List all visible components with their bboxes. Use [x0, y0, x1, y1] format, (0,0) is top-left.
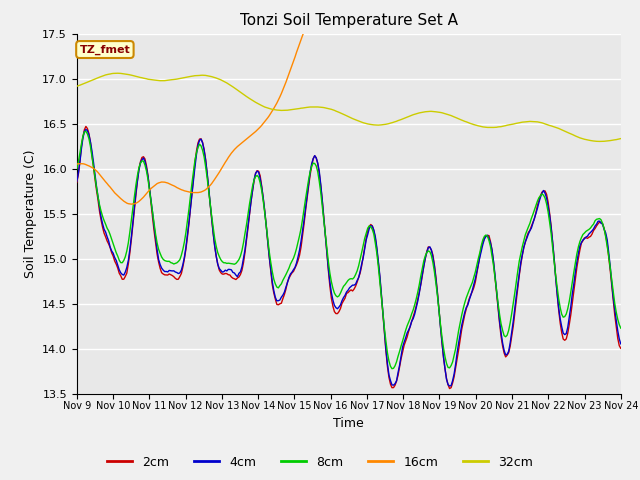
Title: Tonzi Soil Temperature Set A: Tonzi Soil Temperature Set A — [240, 13, 458, 28]
Text: TZ_fmet: TZ_fmet — [79, 44, 131, 55]
Y-axis label: Soil Temperature (C): Soil Temperature (C) — [24, 149, 36, 278]
X-axis label: Time: Time — [333, 417, 364, 430]
Legend: 2cm, 4cm, 8cm, 16cm, 32cm: 2cm, 4cm, 8cm, 16cm, 32cm — [102, 451, 538, 474]
